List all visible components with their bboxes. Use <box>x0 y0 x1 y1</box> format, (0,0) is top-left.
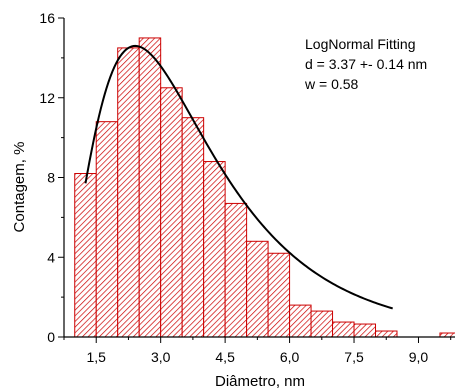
x-axis-ticks: 1,5 3,0 4,5 6,0 7,5 9,0 <box>63 337 452 365</box>
histogram-bar-7 <box>203 161 226 338</box>
histogram-bar-2 <box>95 121 119 338</box>
lognormal-fit-curve <box>84 44 393 310</box>
y-tick-label: 4 <box>47 249 55 265</box>
histogram-bars <box>74 37 455 338</box>
fit-annotation-line-2: d = 3.37 +- 0.14 nm <box>305 56 427 72</box>
histogram-bar-6 <box>181 117 205 338</box>
x-tick-label: 6,0 <box>280 349 300 365</box>
y-tick-label: 12 <box>39 90 55 106</box>
y-tick-label: 16 <box>39 10 55 26</box>
histogram-bar-15 <box>375 330 398 338</box>
fit-annotation: LogNormal Fitting d = 3.37 +- 0.14 nm w … <box>304 36 427 92</box>
histogram-bar-14 <box>353 323 377 338</box>
x-tick-label: 4,5 <box>215 349 235 365</box>
histogram-bar-3 <box>117 47 140 338</box>
fit-annotation-line-3: w = 0.58 <box>304 76 359 92</box>
y-axis-label: Contagem, % <box>11 142 28 233</box>
y-axis-ticks: 0 4 8 12 16 <box>39 10 64 345</box>
histogram-bar-10 <box>267 252 291 338</box>
histogram-bar-12 <box>310 310 334 338</box>
x-tick-label: 3,0 <box>151 349 171 365</box>
fit-annotation-line-1: LogNormal Fitting <box>305 36 416 52</box>
histogram-bar-11 <box>289 304 312 338</box>
y-tick-label: 8 <box>47 170 55 186</box>
histogram-bar-13 <box>332 321 355 338</box>
y-tick-label: 0 <box>47 329 55 345</box>
x-tick-label: 9,0 <box>409 349 429 365</box>
histogram-bar-8 <box>224 202 248 338</box>
x-tick-label: 7,5 <box>344 349 364 365</box>
histogram-bar-1 <box>74 173 97 338</box>
x-tick-label: 1,5 <box>86 349 106 365</box>
x-axis-label: Diâmetro, nm <box>215 373 305 389</box>
histogram-bar-9 <box>246 240 269 338</box>
histogram-bar-4 <box>138 37 162 338</box>
histogram-bar-5 <box>160 87 183 338</box>
